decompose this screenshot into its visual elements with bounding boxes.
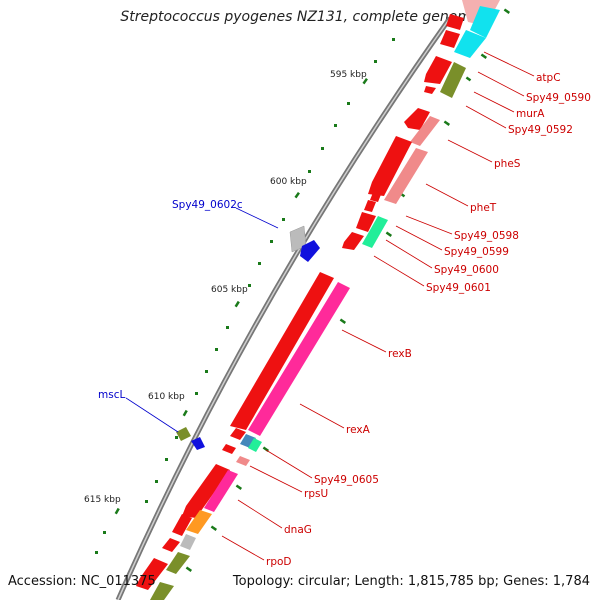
- feature-Spy49_0602c[interactable]: [289, 225, 320, 262]
- gene-label-mscL[interactable]: mscL: [98, 389, 125, 401]
- tick-label-595: 595 kbp: [330, 70, 367, 80]
- tick-label-600: 600 kbp: [270, 177, 307, 187]
- map-title: Streptococcus pyogenes NZ131, complete g…: [120, 9, 480, 25]
- genome-backbone: [115, 16, 453, 600]
- gene-label-Spy49_0598[interactable]: Spy49_0598: [454, 230, 519, 242]
- gene-label-Spy49_0605[interactable]: Spy49_0605: [314, 474, 379, 486]
- leader-lines-left: [125, 207, 279, 433]
- gene-label-rexB[interactable]: rexB: [388, 348, 412, 360]
- gene-label-rpoD[interactable]: rpoD: [266, 556, 292, 568]
- tick-label-615: 615 kbp: [84, 495, 121, 505]
- gene-label-Spy49_0592[interactable]: Spy49_0592: [508, 124, 573, 136]
- leader-lines-right: [221, 51, 535, 561]
- gene-label-Spy49_0599[interactable]: Spy49_0599: [444, 246, 509, 258]
- gene-label-dnaG[interactable]: dnaG: [284, 524, 312, 536]
- gene-label-pheS[interactable]: pheS: [494, 158, 521, 170]
- tick-label-610: 610 kbp: [148, 392, 185, 402]
- gene-label-atpC[interactable]: atpC: [536, 72, 561, 84]
- features-inner[interactable]: [136, 0, 500, 600]
- gene-label-rpsU[interactable]: rpsU: [304, 488, 328, 500]
- gene-label-murA[interactable]: murA: [516, 108, 545, 120]
- feature-mscL[interactable]: [176, 427, 205, 450]
- tick-label-605: 605 kbp: [211, 285, 248, 295]
- accession-label: Accession: NC_011375: [8, 574, 156, 589]
- inner-ticks: [185, 8, 511, 572]
- gene-label-Spy49_0601[interactable]: Spy49_0601: [426, 282, 491, 294]
- topology-summary: Topology: circular; Length: 1,815,785 bp…: [232, 574, 590, 589]
- gene-label-Spy49_0590[interactable]: Spy49_0590: [526, 92, 591, 104]
- gene-label-Spy49_0600[interactable]: Spy49_0600: [434, 264, 499, 276]
- tick-ring: [95, 38, 395, 554]
- genome-backbone-highlight: [117, 17, 451, 600]
- gene-label-pheT[interactable]: pheT: [470, 202, 497, 214]
- gene-label-rexA[interactable]: rexA: [346, 424, 371, 436]
- gene-label-Spy49_0602c[interactable]: Spy49_0602c: [172, 199, 243, 211]
